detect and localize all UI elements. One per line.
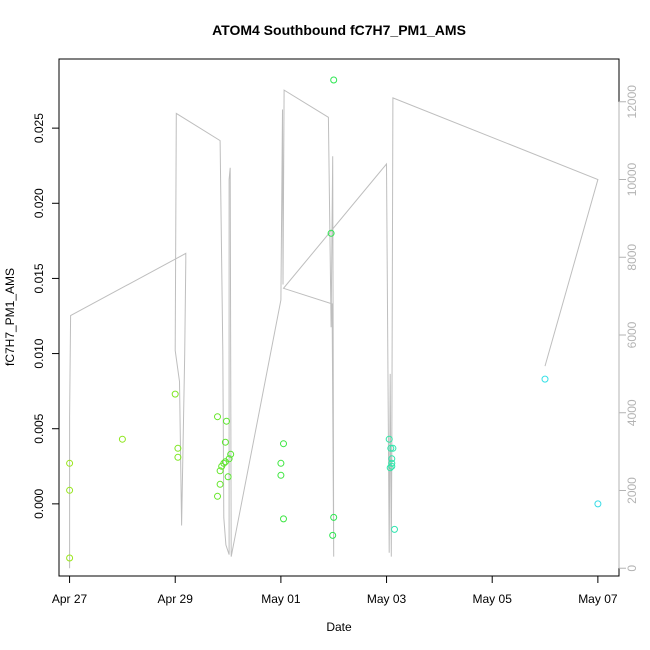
x-tick-label: May 01 xyxy=(261,592,301,606)
plot-frame xyxy=(58,58,620,577)
y2-tick-label: 0 xyxy=(625,565,639,572)
data-point xyxy=(174,453,182,461)
data-point xyxy=(223,417,230,425)
data-point xyxy=(174,444,182,452)
data-point xyxy=(388,462,396,470)
data-point xyxy=(385,435,393,443)
data-point xyxy=(277,471,285,479)
line-series xyxy=(69,89,599,569)
data-point xyxy=(388,455,396,463)
data-point xyxy=(329,531,337,539)
scatter-series xyxy=(66,76,602,562)
data-point xyxy=(225,455,233,463)
x-axis-label: Date xyxy=(326,620,352,634)
data-point xyxy=(391,525,398,533)
y-tick-label: 0.020 xyxy=(32,188,46,218)
y-tick-label: 0.000 xyxy=(32,489,46,519)
series-line xyxy=(69,89,599,569)
data-point xyxy=(216,480,224,488)
data-point xyxy=(216,467,224,475)
y2-tick-label: 10000 xyxy=(625,162,639,196)
x-axis: Apr 27 Apr 29 May 01 May 03 May 05 May 07 xyxy=(52,575,618,606)
data-point xyxy=(227,450,235,458)
data-point xyxy=(327,229,335,237)
data-point xyxy=(330,76,338,84)
y2-tick-label: 6000 xyxy=(625,321,639,348)
data-point xyxy=(220,459,228,467)
y2-tick-label: 4000 xyxy=(625,399,639,426)
data-point xyxy=(66,459,74,467)
y2-tick-label: 2000 xyxy=(625,477,639,504)
y2-tick-label: 8000 xyxy=(625,244,639,271)
data-point xyxy=(66,486,74,494)
data-point xyxy=(171,390,179,398)
data-point xyxy=(221,438,229,446)
x-tick-label: May 07 xyxy=(578,592,618,606)
data-point xyxy=(214,492,221,500)
y-tick-label: 0.010 xyxy=(32,338,46,368)
x-tick-label: Apr 27 xyxy=(52,592,88,606)
chart-title: ATOM4 Southbound fC7H7_PM1_AMS xyxy=(212,22,466,38)
x-tick-label: May 03 xyxy=(367,592,407,606)
x-tick-label: Apr 29 xyxy=(158,592,194,606)
y-axis-left: 0.000 0.005 0.010 0.015 0.020 0.025 xyxy=(32,113,60,519)
data-point xyxy=(118,435,126,443)
data-point xyxy=(224,473,232,481)
data-point xyxy=(594,500,602,508)
data-point xyxy=(386,464,394,472)
y-tick-label: 0.025 xyxy=(32,113,46,143)
y-tick-label: 0.015 xyxy=(32,263,46,293)
data-point xyxy=(387,444,395,452)
y-axis-right: 0 2000 4000 6000 8000 10000 12000 xyxy=(618,85,639,572)
data-point xyxy=(330,513,338,521)
data-point xyxy=(277,459,285,467)
data-point xyxy=(214,413,221,421)
data-point xyxy=(388,459,396,467)
y2-tick-label: 12000 xyxy=(625,85,639,119)
y-tick-label: 0.005 xyxy=(32,413,46,443)
data-point xyxy=(280,515,287,523)
x-tick-label: May 05 xyxy=(473,592,513,606)
data-point xyxy=(541,375,549,383)
data-point xyxy=(280,440,287,448)
y-axis-label: fC7H7_PM1_AMS xyxy=(3,268,17,366)
data-point xyxy=(66,554,74,562)
data-point xyxy=(389,444,397,452)
